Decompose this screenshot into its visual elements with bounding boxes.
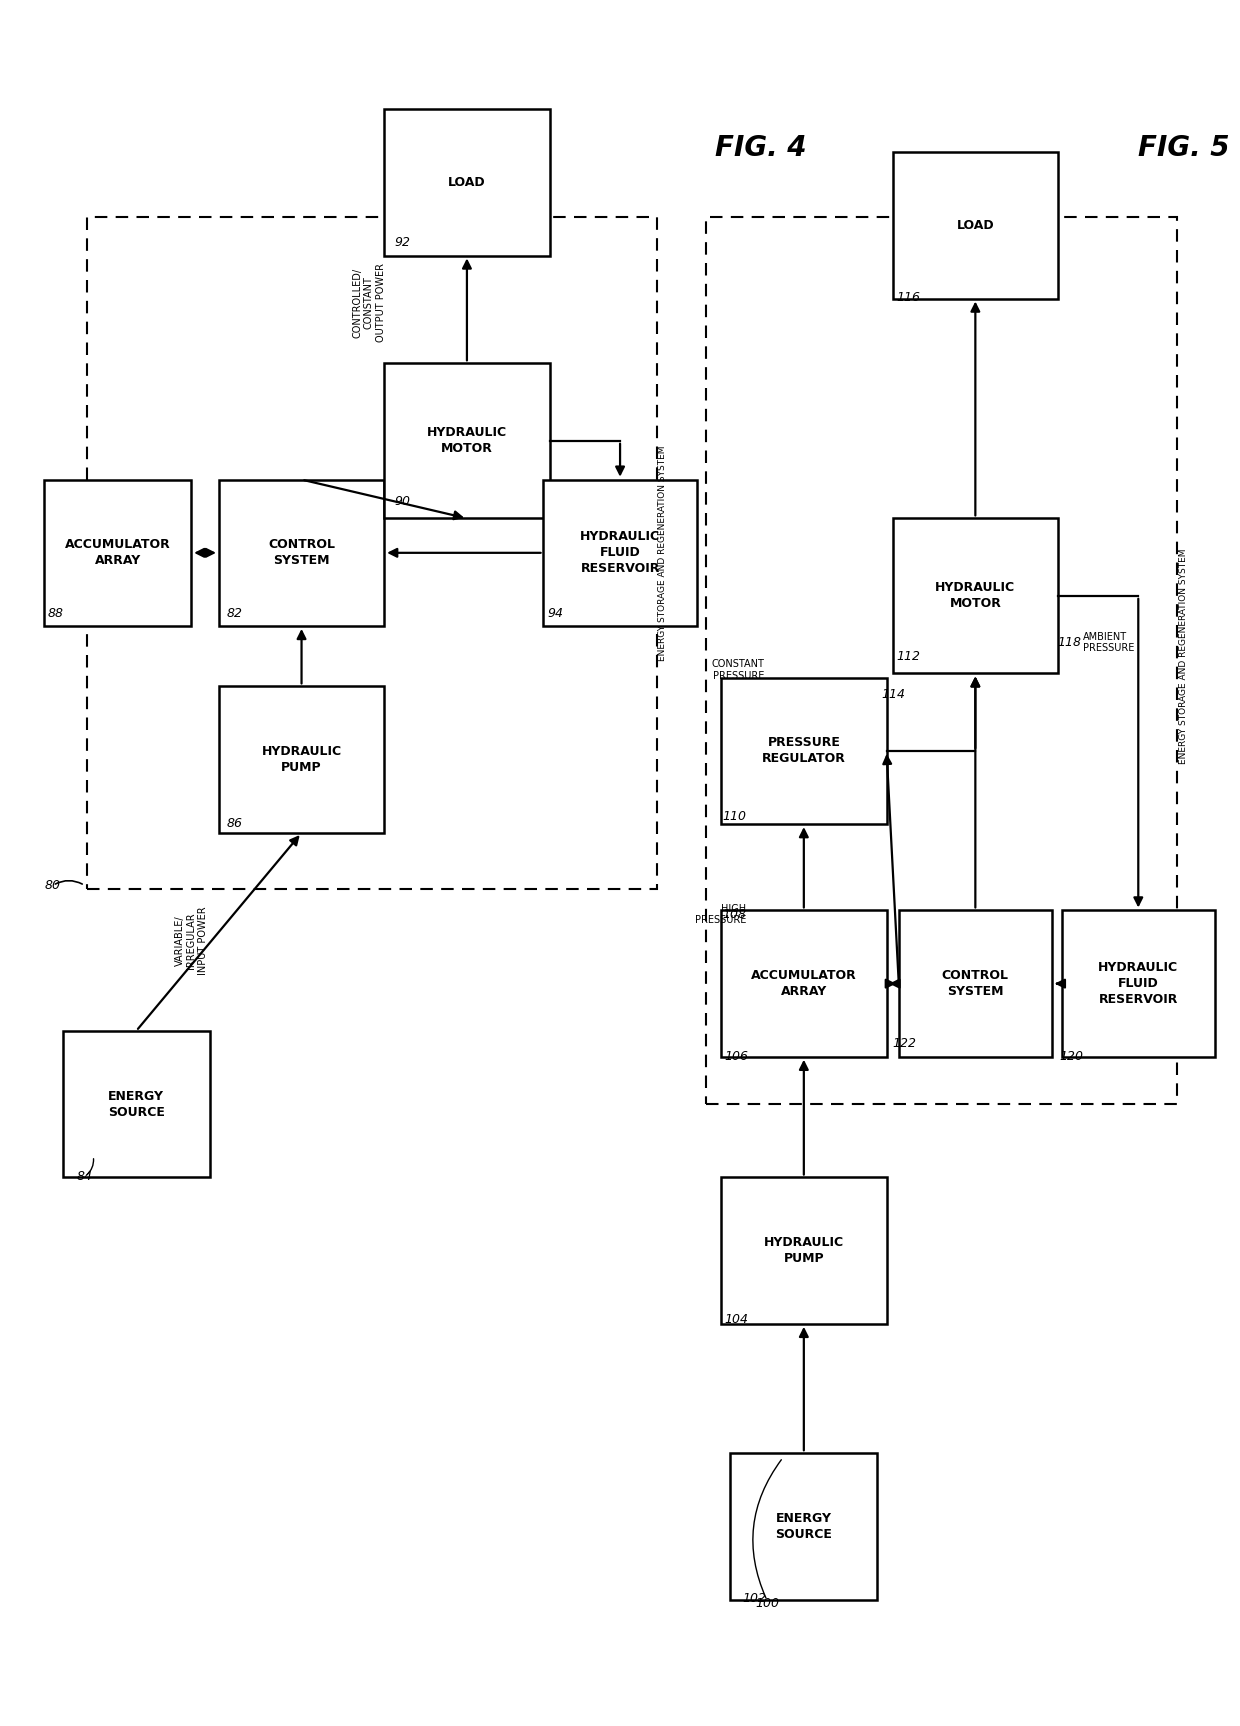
Bar [218,480,384,627]
Text: 110: 110 [722,809,746,823]
Text: 84: 84 [77,1170,93,1182]
Text: 116: 116 [897,292,920,304]
Bar [730,1453,878,1600]
Bar [543,480,697,627]
Text: PRESSURE
REGULATOR: PRESSURE REGULATOR [761,737,846,766]
Text: CONTROLLED/
CONSTANT
OUTPUT POWER: CONTROLLED/ CONSTANT OUTPUT POWER [352,264,386,342]
Text: HYDRAULIC
PUMP: HYDRAULIC PUMP [262,746,341,773]
Bar [384,109,549,255]
Text: 112: 112 [897,649,920,663]
Text: 114: 114 [882,687,905,701]
Text: HYDRAULIC
FLUID
RESERVOIR: HYDRAULIC FLUID RESERVOIR [580,530,660,575]
Text: 82: 82 [226,606,242,620]
Bar [722,910,887,1056]
Bar [899,910,1052,1056]
Text: ENERGY STORAGE AND REGENERATION SYSTEM: ENERGY STORAGE AND REGENERATION SYSTEM [1179,549,1188,765]
Text: 100: 100 [755,1598,779,1610]
Bar [893,518,1058,673]
Text: ENERGY
SOURCE: ENERGY SOURCE [108,1089,165,1118]
Text: FIG. 4: FIG. 4 [715,135,807,162]
Bar [45,480,191,627]
Text: 80: 80 [45,879,61,892]
Text: ACCUMULATOR
ARRAY: ACCUMULATOR ARRAY [751,968,857,998]
Text: HYDRAULIC
MOTOR: HYDRAULIC MOTOR [427,426,507,456]
Text: ENERGY STORAGE AND REGENERATION SYSTEM: ENERGY STORAGE AND REGENERATION SYSTEM [658,445,667,661]
Text: 92: 92 [394,236,410,249]
Text: LOAD: LOAD [956,219,994,231]
Text: HYDRAULIC
PUMP: HYDRAULIC PUMP [764,1236,844,1265]
Text: 88: 88 [47,606,63,620]
Text: LOAD: LOAD [448,176,486,188]
Text: AMBIENT
PRESSURE: AMBIENT PRESSURE [1084,632,1135,652]
Text: HYDRAULIC
FLUID
RESERVOIR: HYDRAULIC FLUID RESERVOIR [1099,961,1178,1006]
Bar [722,678,887,825]
Text: 104: 104 [724,1313,749,1326]
Text: 102: 102 [743,1593,766,1605]
Text: VARIABLE/
IRREGULAR
INPUT POWER: VARIABLE/ IRREGULAR INPUT POWER [175,906,208,975]
Bar [87,217,657,889]
Bar [1061,910,1215,1056]
Bar [384,362,549,518]
Text: FIG. 5: FIG. 5 [1138,135,1229,162]
Text: 108: 108 [722,908,746,922]
Text: CONTROL
SYSTEM: CONTROL SYSTEM [942,968,1009,998]
Text: ENERGY
SOURCE: ENERGY SOURCE [775,1512,832,1541]
Bar [63,1030,210,1177]
Text: 90: 90 [394,495,410,507]
Text: 122: 122 [893,1037,916,1051]
Text: HYDRAULIC
MOTOR: HYDRAULIC MOTOR [935,582,1016,611]
Text: 120: 120 [1059,1049,1083,1063]
Text: 118: 118 [1058,635,1081,649]
Text: 94: 94 [547,606,563,620]
Text: ACCUMULATOR
ARRAY: ACCUMULATOR ARRAY [64,539,171,568]
Text: HIGH
PRESSURE: HIGH PRESSURE [694,904,746,925]
Text: CONTROL
SYSTEM: CONTROL SYSTEM [268,539,335,568]
Text: 86: 86 [226,816,242,830]
Text: 106: 106 [724,1049,749,1063]
Text: CONSTANT
PRESSURE: CONSTANT PRESSURE [712,659,765,680]
Bar [218,687,384,834]
Bar [893,152,1058,299]
Bar [722,1177,887,1324]
Bar [706,217,1178,1105]
